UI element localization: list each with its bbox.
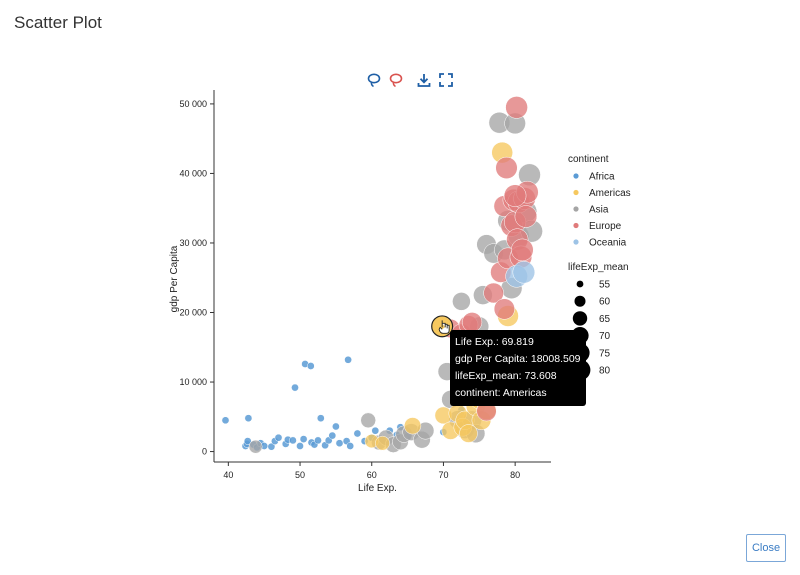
- y-tick-label: 50 000: [179, 99, 207, 109]
- data-point-africa: [346, 442, 355, 450]
- legend-size-marker: [576, 280, 584, 288]
- data-point-asia: [452, 292, 471, 311]
- close-button[interactable]: Close: [746, 534, 786, 562]
- download-icon[interactable]: [416, 72, 432, 88]
- fullscreen-icon[interactable]: [438, 72, 454, 88]
- legend-size-marker: [574, 295, 586, 307]
- hand-cursor-shape: [438, 320, 450, 334]
- legend-size-label: 80: [599, 366, 611, 377]
- data-point-africa: [371, 426, 380, 435]
- legend-title-continent: continent: [568, 154, 609, 165]
- data-point-africa: [299, 435, 308, 443]
- data-point-africa: [291, 383, 299, 392]
- tooltip-line-lifeexp-mean: lifeExp_mean: 73.608: [455, 370, 557, 382]
- legend-label-africa: Africa: [589, 172, 615, 183]
- y-tick-label: 40 000: [179, 168, 207, 178]
- dialog-title: Scatter Plot: [14, 13, 102, 32]
- x-tick-label: 60: [367, 470, 377, 480]
- data-point-europe: [493, 298, 515, 320]
- legend-size-marker: [572, 311, 588, 326]
- data-point-asia: [360, 412, 376, 429]
- legend-label-asia: Asia: [589, 205, 609, 216]
- legend-size-label: 60: [599, 297, 611, 308]
- data-point-africa: [328, 431, 337, 440]
- legend-size-label: 70: [599, 331, 611, 342]
- lasso-select-icon[interactable]: [366, 72, 382, 88]
- data-point-europe: [514, 205, 538, 228]
- x-tick-label: 50: [295, 470, 305, 480]
- data-point-africa: [353, 429, 362, 438]
- y-tick-label: 20 000: [179, 308, 207, 318]
- data-point-americas: [459, 424, 478, 443]
- y-tick-label: 10 000: [179, 377, 207, 387]
- legend-swatch-oceania: [573, 239, 579, 245]
- tooltip-line-life-exp: Life Exp.: 69.819: [455, 336, 534, 348]
- data-point-africa: [274, 433, 283, 442]
- legend-label-europe: Europe: [589, 221, 622, 232]
- data-point-europe: [503, 184, 527, 207]
- legend-swatch-asia: [573, 206, 579, 212]
- data-point-africa: [221, 416, 230, 425]
- tooltip-line-gdp: gdp Per Capita: 18008.509: [455, 353, 581, 365]
- x-tick-label: 80: [510, 470, 520, 480]
- x-tick-label: 70: [438, 470, 448, 480]
- legend-swatch-europe: [573, 222, 579, 229]
- data-point-europe: [511, 238, 534, 262]
- data-point-africa: [314, 436, 322, 445]
- point-tooltip: Life Exp.: 69.819 gdp Per Capita: 18008.…: [450, 330, 586, 406]
- data-points: [221, 96, 543, 454]
- axes: 40 50 60 70 80 0 10 000 20 000 30 000 40 000 50 00…: [169, 90, 551, 494]
- data-point-africa: [296, 442, 304, 450]
- y-axis-title: gdp Per Capita: [169, 245, 180, 312]
- data-point-africa: [335, 439, 344, 448]
- legend-size-label: 65: [599, 314, 611, 325]
- legend-label-americas: Americas: [589, 188, 631, 199]
- legend-swatch-africa: [573, 173, 579, 179]
- legend-swatch-americas: [573, 189, 579, 196]
- data-point-europe: [495, 156, 518, 179]
- data-point-asia: [248, 439, 263, 454]
- data-point-africa: [289, 436, 297, 445]
- data-point-africa: [316, 414, 325, 423]
- lasso-deselect-icon[interactable]: [388, 72, 404, 88]
- data-point-africa: [244, 414, 253, 423]
- x-tick-label: 40: [223, 470, 233, 480]
- chart-toolbar: [366, 71, 454, 89]
- legend-size-label: 55: [599, 280, 611, 291]
- data-point-africa: [332, 422, 340, 431]
- data-point-africa: [243, 437, 252, 445]
- data-point-americas: [375, 435, 390, 451]
- x-axis-title: Life Exp.: [358, 483, 397, 494]
- data-point-africa: [306, 362, 315, 370]
- legend-size-label: 75: [599, 348, 611, 359]
- legend-label-oceania: Oceania: [589, 238, 627, 249]
- data-point-americas: [404, 417, 422, 435]
- data-point-oceania: [512, 260, 536, 284]
- data-point-europe: [505, 96, 528, 119]
- data-point-europe: [483, 282, 504, 304]
- hand-cursor-icon: [438, 320, 450, 334]
- y-tick-label: 0: [202, 447, 207, 457]
- y-tick-label: 30 000: [179, 238, 207, 248]
- tooltip-line-continent: continent: Americas: [455, 387, 547, 399]
- data-point-africa: [344, 355, 352, 364]
- legend-title-size: lifeExp_mean: [568, 262, 629, 273]
- data-point-africa: [267, 442, 276, 451]
